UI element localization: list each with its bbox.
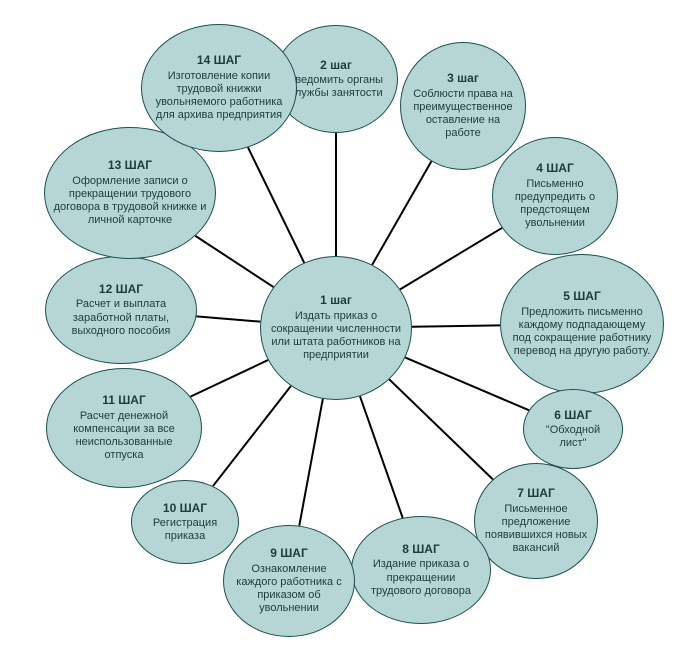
step-8-title: 8 ШАГ [402,542,440,556]
connector-step-14 [248,147,304,262]
step-8-desc: Издание приказа о прекращении трудового … [360,558,482,598]
step-12-desc: Расчет и выплата заработной платы, выход… [54,298,188,338]
step-12-title: 12 ШАГ [99,282,143,296]
step-1-desc: Издать приказ о сокращении численности и… [269,310,403,363]
step-8: 8 ШАГ Издание приказа о прекращении трудо… [351,516,491,624]
step-11: 11 ШАГ Расчет денежной компенсации за все… [46,368,202,488]
step-3: 3 шаг Соблюсти права на преимущественное … [400,42,526,170]
step-3-desc: Соблюсти права на преимущественное остав… [409,88,517,141]
connector-step-6 [405,358,529,411]
connector-step-12 [196,316,260,321]
step-4: 4 ШАГ Письменно предупредить о предстояще… [492,137,618,255]
step-11-desc: Расчет денежной компенсации за все неисп… [55,410,193,463]
step-4-desc: Письменно предупредить о предстоящем уво… [501,178,609,231]
connector-step-4 [400,228,502,289]
connector-step-8 [360,396,403,518]
connector-step-10 [213,386,291,486]
step-6: 6 ШАГ "Обходной лист" [523,389,623,469]
step-7: 7 ШАГ Письменное предложение появившихся … [474,463,598,579]
connector-step-5 [412,325,500,326]
radial-diagram: 1 шаг Издать приказ о сокращении численно… [0,0,694,652]
step-3-title: 3 шаг [447,71,479,85]
step-14-desc: Изготовление копии трудовой книжки уволь… [150,70,288,123]
step-10-title: 10 ШАГ [163,501,207,515]
step-5-desc: Предложить письменно каждому подпадающем… [509,306,655,359]
connector-step-13 [195,236,273,287]
step-1: 1 шаг Издать приказ о сокращении численно… [260,256,412,400]
step-12: 12 ШАГ Расчет и выплата заработной платы,… [45,256,197,364]
step-10-desc: Регистрация приказа [140,517,230,543]
step-7-title: 7 ШАГ [517,486,555,500]
step-14: 14 ШАГ Изготовление копии трудовой книжки… [141,24,297,152]
step-6-desc: "Обходной лист" [532,424,614,450]
step-7-desc: Письменное предложение появившихся новых… [483,503,589,556]
connector-step-7 [389,379,493,479]
step-5: 5 ШАГ Предложить письменно каждому подпад… [500,254,664,394]
step-9-title: 9 ШАГ [270,546,308,560]
connector-step-3 [372,161,431,264]
step-4-title: 4 ШАГ [536,161,574,175]
connector-step-9 [299,399,323,526]
connector-step-11 [190,360,267,397]
step-13-desc: Оформление записи о прекращении трудовог… [53,175,207,228]
step-9: 9 ШАГ Ознакомление каждого работника с пр… [223,525,355,637]
step-2-title: 2 шаг [320,58,352,72]
step-14-title: 14 ШАГ [197,53,241,67]
step-5-title: 5 ШАГ [563,289,601,303]
step-13-title: 13 ШАГ [108,158,152,172]
step-2-desc: Уведомить органы службы занятости [283,74,389,100]
step-11-title: 11 ШАГ [102,393,146,407]
step-10: 10 ШАГ Регистрация приказа [131,480,239,564]
step-1-title: 1 шаг [320,293,352,307]
step-9-desc: Ознакомление каждого работника с приказо… [232,563,346,616]
step-6-title: 6 ШАГ [554,408,592,422]
